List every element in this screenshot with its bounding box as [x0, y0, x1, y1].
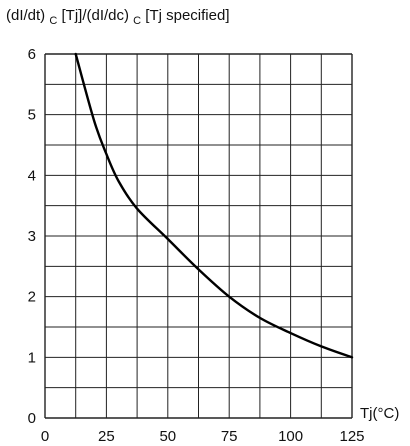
x-tick-label: 125 — [339, 428, 364, 445]
y-tick-label: 4 — [28, 167, 36, 184]
series-line — [74, 52, 354, 359]
y-tick-label: 0 — [28, 410, 36, 427]
y-axis-title: (dI/dt) C [Tj]/(dI/dc) C [Tj specified] — [6, 7, 230, 28]
y-tick-label: 1 — [28, 349, 36, 366]
curve-layer — [74, 52, 354, 359]
y-axis-title-sub2: C — [133, 15, 141, 27]
y-axis-title-part2: [Tj]/(dI/dc) — [61, 7, 129, 24]
x-tick-label: 25 — [98, 428, 115, 445]
y-tick-label: 3 — [28, 228, 36, 245]
y-tick-label: 2 — [28, 289, 36, 306]
y-axis-title-part1: (dI/dt) — [6, 7, 45, 24]
y-axis-title-sub1: C — [49, 15, 57, 27]
x-axis-title: Tj(°C) — [360, 405, 399, 422]
x-tick-label: 50 — [159, 428, 176, 445]
y-axis-title-part3: [Tj specified] — [145, 7, 229, 24]
tick-labels: 0 1 2 3 4 5 6 0 25 50 75 100 125 — [28, 46, 365, 445]
y-tick-label: 5 — [28, 107, 36, 124]
x-tick-label: 0 — [41, 428, 49, 445]
y-tick-label: 6 — [28, 46, 36, 63]
x-tick-label: 75 — [221, 428, 238, 445]
x-tick-label: 100 — [278, 428, 303, 445]
grid — [44, 53, 353, 419]
